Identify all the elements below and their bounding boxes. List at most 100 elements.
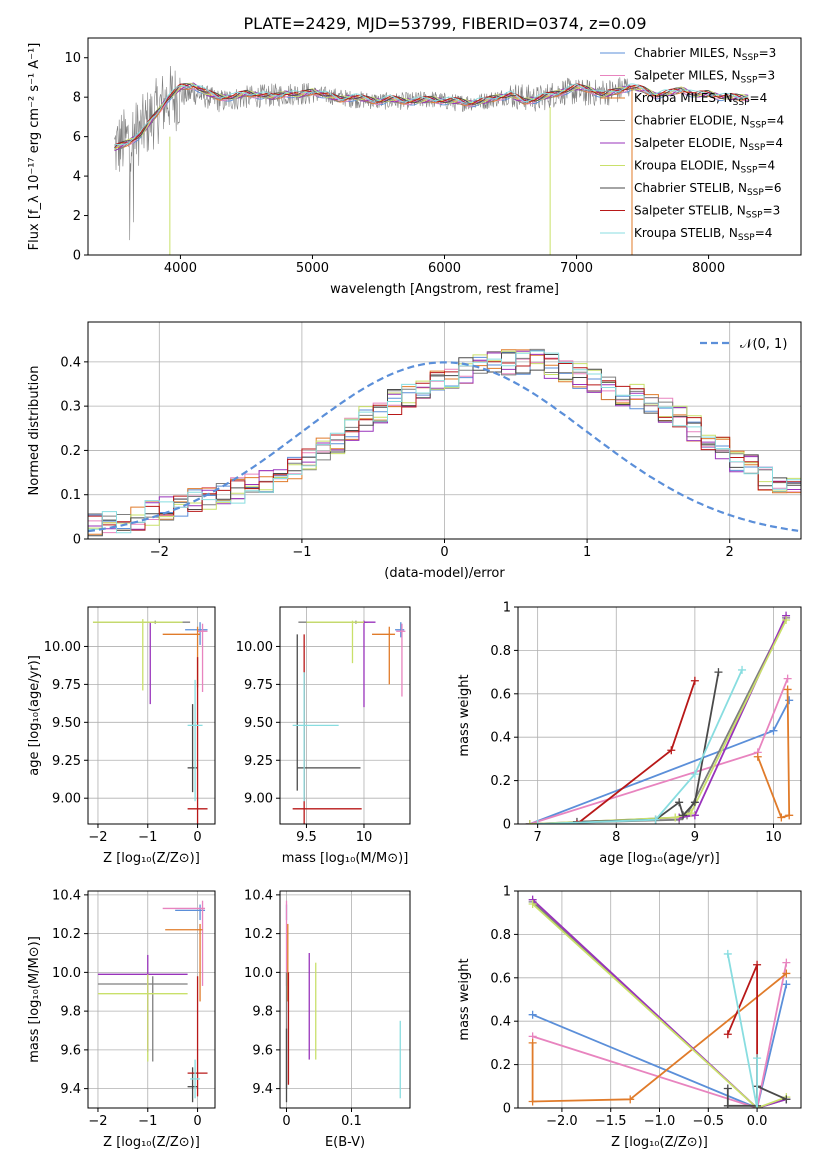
residuals-xtick-label: −2 (150, 545, 169, 560)
mass_vs_Z-ytick-label: 9.6 (60, 1043, 81, 1058)
weight_vs_Z-marker-chabrier-stelib (723, 1084, 732, 1093)
weight_vs_age-ytick-label: 0.2 (490, 774, 511, 789)
mass_vs_Z-ytick-label: 9.8 (60, 1005, 81, 1020)
weight_vs_age-ylabel: mass weight (457, 674, 472, 756)
residuals-xtick-label: −1 (292, 545, 311, 560)
weight_vs_age-xlabel: age [log₁₀(age/yr)] (599, 851, 720, 866)
mass_vs_ebv-xtick-label: 0.1 (341, 1114, 362, 1129)
age_vs_Z-xtick-label: 0 (193, 830, 201, 845)
residuals-xtick-label: 0 (440, 545, 448, 560)
weight_vs_Z-marker-kroupa-miles (528, 1097, 537, 1106)
weight_vs_Z-marker-chabrier-miles (528, 1010, 537, 1019)
weight_vs_age-marker-chabrier-stelib (714, 668, 723, 677)
residuals-ytick-label: 0.1 (60, 488, 81, 503)
weight_vs_Z-line-salpeter-miles (532, 962, 788, 1108)
weight_vs_age-marker-kroupa-elodie (525, 820, 534, 824)
age_vs_mass-xtick-label: 10 (356, 830, 373, 845)
legend-label-chabrier-stelib: Chabrier STELIB, NSSP=6 (634, 181, 782, 198)
age_vs_Z-ytick-label: 9.75 (52, 678, 81, 693)
mass_vs_Z-ytick-label: 10.4 (52, 888, 81, 903)
weight_vs_Z-marker-kroupa-stelib (753, 1054, 762, 1063)
age_vs_mass-ytick-label: 9.50 (244, 716, 273, 731)
weight_vs_Z-xtick-label: −1.0 (644, 1114, 676, 1129)
weight_vs_Z-ylabel: mass weight (457, 958, 472, 1040)
mass_vs_Z-ytick-label: 10.0 (52, 966, 81, 981)
weight_vs_age-marker-kroupa-miles (783, 685, 792, 694)
weight_vs_Z-line-salpeter-elodie (531, 899, 787, 1108)
weight_vs_age-ytick-label: 0.8 (490, 644, 511, 659)
weight_vs_age-line-salpeter-elodie (529, 615, 787, 824)
weight_vs_Z-marker-salpeter-stelib (753, 960, 762, 969)
weight_vs_age-xtick-label: 9 (691, 830, 699, 845)
weight_vs_age-marker-kroupa-elodie (782, 616, 791, 625)
weight_vs_age-marker-kroupa-stelib (690, 770, 699, 779)
weight_vs_Z-xtick-label: −1.5 (595, 1114, 627, 1129)
weight_vs_age-marker-chabrier-miles (785, 696, 794, 705)
weight_vs_Z-ytick-label: 0.6 (490, 971, 511, 986)
weight_vs_age-xtick-label: 8 (612, 830, 620, 845)
residuals-gaussian-line (88, 361, 799, 533)
weight_vs_age-line-chabrier-elodie (529, 617, 787, 824)
age_vs_Z-ytick-label: 9.50 (52, 716, 81, 731)
weight_vs_Z-line-chabrier-miles (532, 984, 788, 1108)
weight_vs_age-marker-kroupa-stelib (738, 665, 747, 674)
weight_vs_Z-marker-salpeter-stelib (723, 1030, 732, 1039)
weight_vs_age-marker-chabrier-miles (769, 726, 778, 735)
weight_vs_Z-marker-salpeter-miles (782, 958, 791, 967)
weight_vs_Z-line-kroupa-elodie (531, 903, 787, 1108)
weight_vs_Z-ytick-label: 1 (503, 885, 511, 900)
age_vs_Z-xtick-label: −1 (138, 830, 157, 845)
weight_vs_age-marker-salpeter-stelib (572, 820, 581, 824)
mass_vs_Z-xtick-label: 0 (193, 1114, 201, 1129)
mass_vs_ebv-ytick-label: 10.2 (244, 927, 273, 942)
age_vs_mass-plot-area (292, 620, 406, 824)
age_vs_Z-ytick-label: 9.25 (52, 754, 81, 769)
weight_vs_Z-xtick-label: 0.0 (747, 1114, 768, 1129)
spectrum-ylabel: Flux [f_λ 10⁻¹⁷ erg cm⁻² s⁻¹ A⁻¹] (27, 43, 42, 251)
spectrum-ytick-label: 4 (73, 170, 81, 185)
mass_vs_Z-plot-area (97, 900, 208, 1103)
spectrum-xtick-label: 7000 (560, 261, 593, 276)
weight_vs_Z-ytick-label: 0.8 (490, 928, 511, 943)
age_vs_Z-xlabel: Z [log₁₀(Z/Z⊙)] (103, 851, 200, 866)
weight_vs_Z-plot-area (528, 895, 791, 1108)
mass_vs_ebv-ytick-label: 10.0 (244, 966, 273, 981)
weight_vs_age-marker-kroupa-stelib (651, 815, 660, 824)
age_vs_mass-xtick-label: 9.5 (296, 830, 317, 845)
spectrum-xlabel: wavelength [Angstrom, rest frame] (330, 282, 559, 297)
legend-label-chabrier-elodie: Chabrier ELODIE, NSSP=4 (634, 114, 784, 131)
age_vs_Z-xtick-label: −2 (88, 830, 107, 845)
weight_vs_age-line-kroupa-miles (756, 689, 791, 819)
residuals-xlabel: (data-model)/error (384, 566, 505, 581)
age_vs_Z-ytick-label: 10.00 (44, 640, 81, 655)
weight_vs_age-marker-salpeter-stelib (690, 676, 699, 685)
weight_vs_Z-marker-chabrier-miles (782, 980, 791, 989)
figure-title: PLATE=2429, MJD=53799, FIBERID=0374, z=0… (243, 14, 646, 33)
spectrum-xtick-label: 6000 (428, 261, 461, 276)
age_vs_Z-ylabel: age [log₁₀(age/yr)] (27, 655, 42, 776)
legend-label-salpeter-stelib: Salpeter STELIB, NSSP=3 (634, 204, 780, 221)
residuals-ytick-label: 0.2 (60, 444, 81, 459)
weight_vs_Z-xtick-label: −2.0 (546, 1114, 578, 1129)
age_vs_mass-xlabel: mass [log₁₀(M/M⊙)] (282, 851, 409, 866)
residuals-legend-label: 𝒩(0, 1) (740, 337, 787, 352)
spectrum-ytick-label: 6 (73, 130, 81, 145)
weight_vs_Z-xtick-label: −0.5 (693, 1114, 725, 1129)
residuals-plot-area (88, 348, 801, 537)
mass_vs_ebv-xtick-label: 0 (282, 1114, 290, 1129)
age_vs_Z-ytick-label: 9.00 (52, 792, 81, 807)
weight_vs_age-marker-kroupa-miles (753, 752, 762, 761)
age_vs_mass-ytick-label: 10.00 (236, 640, 273, 655)
mass_vs_ebv-plot-area (285, 900, 401, 1103)
mass_vs_ebv-xlabel: E(B-V) (325, 1135, 365, 1150)
residuals-xtick-label: 2 (726, 545, 734, 560)
mass_vs_Z-ytick-label: 9.4 (60, 1082, 81, 1097)
spectrum-model-kroupa-miles (114, 85, 749, 149)
weight_vs_age-plot-area (525, 611, 794, 824)
weight_vs_age-marker-kroupa-stelib (533, 820, 542, 824)
mass_vs_Z-xtick-label: −2 (88, 1114, 107, 1129)
residuals-ytick-label: 0.4 (60, 355, 81, 370)
weight_vs_Z-marker-kroupa-miles (626, 1095, 635, 1104)
spectrum-legend: Chabrier MILES, NSSP=3 Salpeter MILES, NS… (600, 46, 784, 243)
weight_vs_age-xtick-label: 10 (765, 830, 782, 845)
